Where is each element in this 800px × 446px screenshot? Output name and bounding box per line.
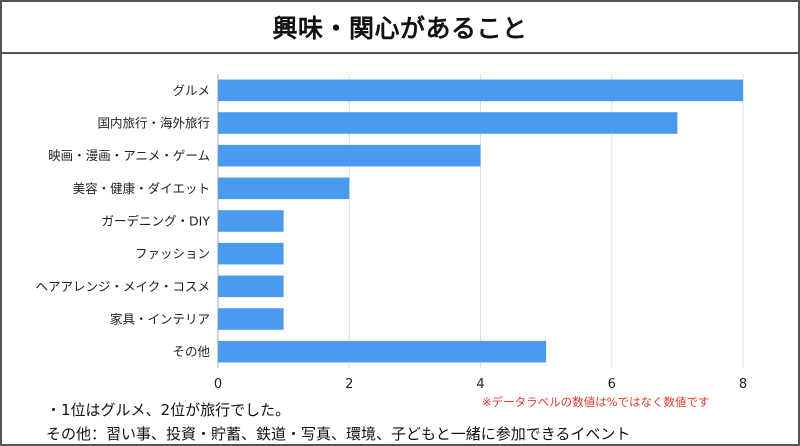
title-bar: 興味・関心があること <box>2 2 798 54</box>
bar <box>218 177 350 200</box>
x-tick-label: 0 <box>214 377 222 392</box>
x-tick-label: 8 <box>739 377 747 392</box>
bar <box>218 144 481 167</box>
bar <box>218 112 678 134</box>
category-label: グルメ <box>172 83 210 98</box>
category-label: ファッション <box>135 246 210 261</box>
x-tick-label: 4 <box>476 377 484 392</box>
bar-chart: 0 2 4 6 8 グルメ国内旅行・海外旅行映画・漫画・アニメ・ゲーム美容・健康・ダイエッ… <box>35 74 747 392</box>
category-label: 美容・健康・ダイエット <box>73 181 210 196</box>
footer-note-2: その他：習い事、投資・貯蓄、鉄道・写真、環境、子どもと一緒に参加できるイベント <box>46 425 631 443</box>
chart-title: 興味・関心があること <box>272 14 528 43</box>
category-label: 映画・漫画・アニメ・ゲーム <box>48 148 210 163</box>
footer-note-1: ・1位はグルメ、2位が旅行でした。 <box>46 401 291 419</box>
category-label: その他 <box>172 344 210 359</box>
x-tick-label: 6 <box>608 377 616 392</box>
bar <box>218 308 284 330</box>
bar <box>218 242 284 265</box>
bar <box>218 79 743 102</box>
bar <box>218 340 547 363</box>
bar <box>218 275 284 298</box>
bar <box>218 210 284 232</box>
category-label: 国内旅行・海外旅行 <box>97 116 210 131</box>
data-label-note: ※データラベルの数値は%ではなく数値です <box>482 395 710 409</box>
category-label: 家具・インテリア <box>110 312 210 327</box>
category-label: ヘアアレンジ・メイク・コスメ <box>35 279 210 294</box>
x-tick-label: 2 <box>345 377 353 392</box>
category-label: ガーデニング・DIY <box>102 214 211 229</box>
